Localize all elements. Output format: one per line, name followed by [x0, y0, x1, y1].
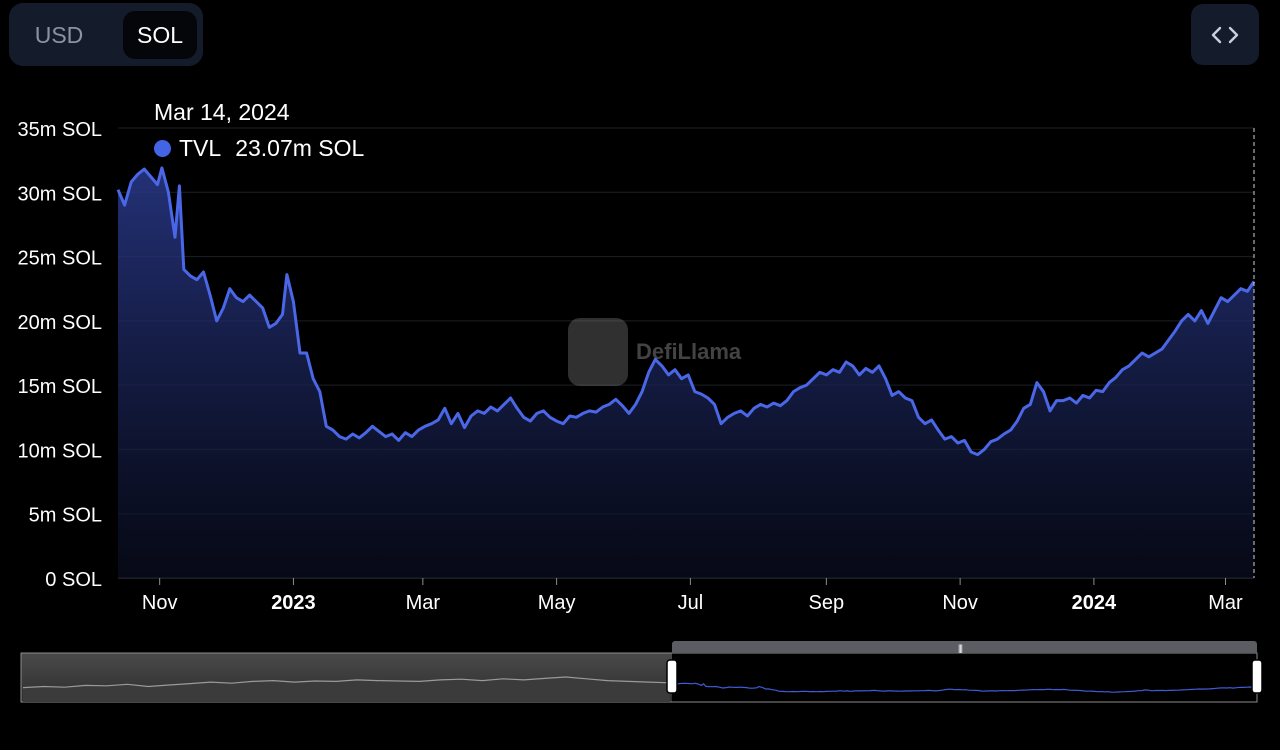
drag-grip-icon: |||: [958, 643, 963, 653]
y-tick-label: 15m SOL: [18, 376, 102, 398]
y-axis: 0 SOL 5m SOL 10m SOL 15m SOL 20m SOL 25m SOL 3…: [18, 119, 102, 591]
overview-selected-line: [671, 682, 1258, 693]
x-tick-label: 2024: [1072, 592, 1117, 614]
tvl-line: [116, 166, 1256, 457]
x-axis: Nov 2023 Mar May Jul Sep Nov 2024 Mar: [142, 578, 1243, 614]
x-tick-label: Nov: [942, 592, 978, 614]
x-tick-label: Mar: [1208, 592, 1243, 614]
watermark-text: DefiLlama: [636, 339, 742, 364]
x-tick-label: May: [538, 592, 576, 614]
llama-logo-icon: [568, 318, 628, 386]
tooltip-date: Mar 14, 2024: [154, 99, 290, 125]
y-tick-label: 0 SOL: [45, 569, 102, 591]
range-start-handle[interactable]: [666, 659, 678, 694]
x-tick-label: Nov: [142, 592, 178, 614]
range-selector[interactable]: [20, 652, 1263, 703]
embed-button[interactable]: [1191, 4, 1259, 65]
defillama-watermark: DefiLlama: [568, 318, 741, 386]
overview-history-line: [22, 676, 671, 689]
overview-history-area: [23, 677, 670, 702]
y-tick-label: 5m SOL: [29, 505, 102, 527]
tvl-area-fill: [118, 167, 1254, 578]
y-tick-label: 35m SOL: [18, 119, 102, 141]
usd-toggle-button[interactable]: USD: [34, 21, 84, 48]
currency-toggle: USD SOL: [9, 3, 203, 66]
tvl-area: [118, 167, 1254, 578]
x-tick-label: Sep: [809, 592, 845, 614]
range-end-handle[interactable]: [1251, 659, 1263, 694]
y-tick-label: 20m SOL: [18, 312, 102, 334]
tvl-line-series: [116, 166, 1256, 457]
range-selected-region: [672, 653, 1257, 702]
y-tick-label: 25m SOL: [18, 248, 102, 270]
tooltip-series-name: TVL: [179, 135, 222, 161]
tooltip-value-row: TVL 23.07m SOL: [154, 135, 364, 162]
sol-toggle-button[interactable]: SOL: [123, 11, 197, 59]
y-tick-label: 10m SOL: [18, 440, 102, 462]
code-brackets-icon: [1211, 26, 1239, 43]
x-tick-label: Mar: [406, 592, 441, 614]
range-selector-drag-bar[interactable]: [672, 641, 1257, 653]
x-tick-label: Jul: [678, 592, 704, 614]
tooltip-value: 23.07m SOL: [235, 135, 365, 161]
y-tick-label: 30m SOL: [18, 183, 102, 205]
series-dot-icon: [154, 140, 171, 157]
x-tick-label: 2023: [271, 592, 316, 614]
